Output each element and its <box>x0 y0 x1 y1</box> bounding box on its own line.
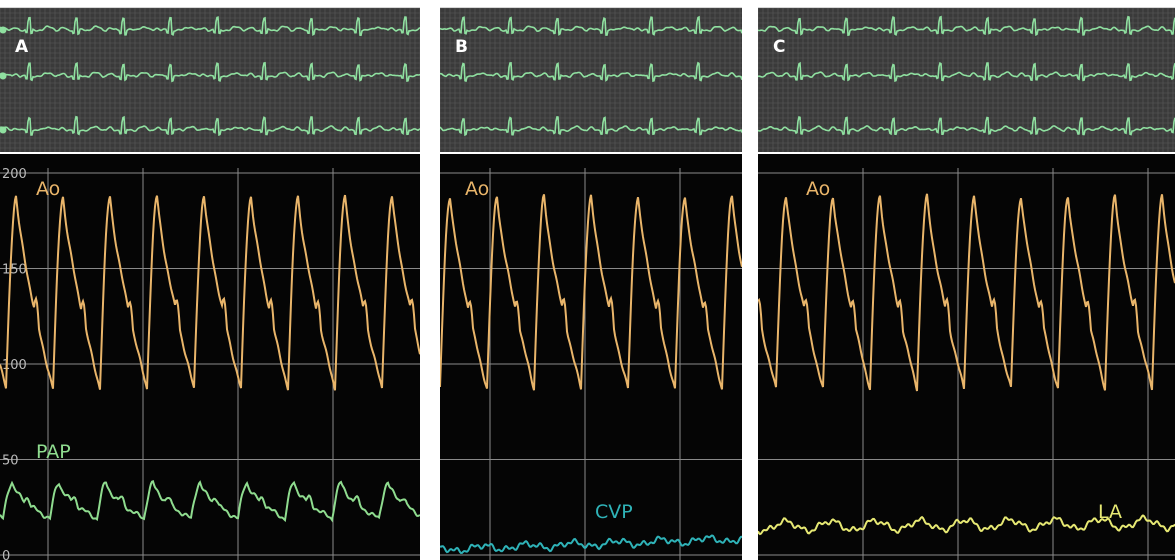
ecg-lead-2 <box>440 61 742 83</box>
ecg-lead-3 <box>0 115 420 137</box>
axis-tick-label: 50 <box>2 454 19 469</box>
aortic-label: Ao <box>806 178 830 200</box>
ecg-lead-1 <box>440 15 742 36</box>
aortic-pressure-trace <box>440 194 742 391</box>
axis-tick-label: 0 <box>2 549 10 560</box>
ecg-lead-marker <box>0 72 7 80</box>
monitor-area <box>0 154 420 560</box>
monitor-grid <box>0 168 420 560</box>
monitor-grid <box>440 168 742 560</box>
ecg-lead-2 <box>758 61 1175 82</box>
ecg-lead-marker <box>0 26 7 34</box>
axis-tick-label: 150 <box>2 263 27 278</box>
aortic-label: Ao <box>36 178 60 200</box>
ecg-lead-marker <box>0 126 7 134</box>
axis-tick-label: 200 <box>2 167 27 182</box>
panel-letter: B <box>455 37 468 57</box>
ecg-lead-1 <box>758 15 1175 37</box>
monitor-grid <box>758 168 1175 560</box>
axis-tick-label: 100 <box>2 358 27 373</box>
secondary-label: PAP <box>36 441 71 463</box>
monitor-area <box>440 154 742 560</box>
ecg-lead-2 <box>0 61 420 83</box>
ecg-lead-1 <box>0 16 420 37</box>
aortic-pressure-trace <box>758 193 1175 392</box>
panel-b-canvas: B Ao CVP <box>440 7 742 560</box>
panel-c-canvas: C Ao LA <box>758 7 1175 560</box>
secondary-pressure-trace <box>440 534 742 555</box>
panel-a: A 200 150 100 50 0 Ao PAP <box>0 0 420 560</box>
ecg-lead-3 <box>440 115 742 137</box>
panel-letter: A <box>15 37 29 57</box>
secondary-label: CVP <box>595 501 633 523</box>
secondary-pressure-trace <box>758 514 1175 536</box>
aortic-pressure-trace <box>0 194 420 391</box>
secondary-pressure-trace <box>0 479 420 523</box>
ecg-lead-3 <box>758 115 1175 136</box>
panel-letter: C <box>773 37 785 57</box>
aortic-label: Ao <box>465 178 489 200</box>
ecg-grid <box>758 7 1175 152</box>
panel-a-canvas: A 200 150 100 50 0 Ao PAP <box>0 7 420 560</box>
panel-b: B Ao CVP <box>440 0 742 560</box>
panel-c: C Ao LA <box>758 0 1175 560</box>
secondary-label: LA <box>1098 501 1122 523</box>
